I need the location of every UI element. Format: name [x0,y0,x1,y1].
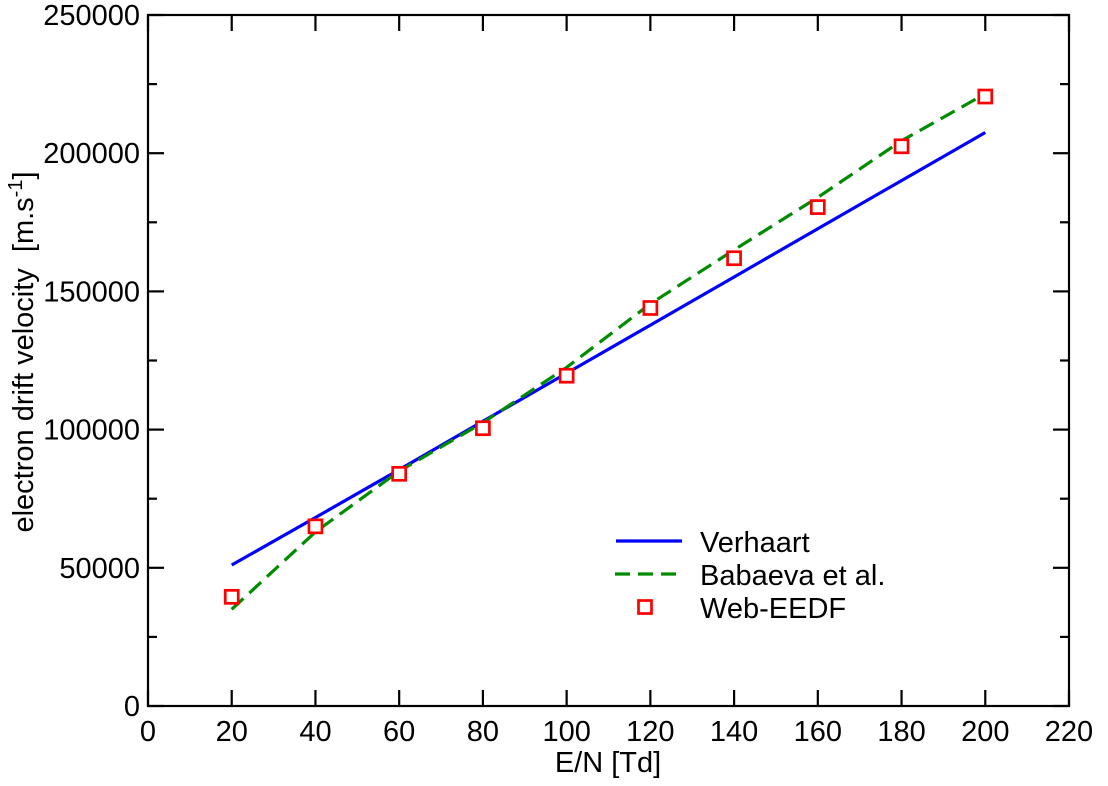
legend-label-web-eedf: Web-EEDF [700,593,846,625]
y-axis-title: electron drift velocity [m.s-1] [5,171,40,532]
data-point-marker [558,367,575,384]
x-tick-label: 40 [299,716,331,748]
x-tick-label: 180 [877,716,925,748]
y-axis-title-superscript: -1 [5,180,27,198]
series-line-verhaart [230,131,987,567]
data-point-marker [977,88,994,105]
y-axis-title-suffix: ] [8,171,40,179]
data-point-marker [223,588,240,605]
data-point-marker [475,420,491,437]
plot-frame [146,13,1071,708]
x-axis-title: E/N [Td] [555,747,661,779]
x-tick-label: 120 [626,716,674,748]
x-tick-label: 0 [140,716,156,748]
legend: Verhaart Babaeva et al. Web-EEDF [615,527,885,625]
x-tick-label: 140 [710,716,758,748]
legend-item-web-eedf: Web-EEDF [637,593,846,625]
data-point-marker [307,518,324,535]
legend-label-babaeva: Babaeva et al. [700,560,885,592]
x-tick-label: 60 [383,716,415,748]
x-tick-label: 220 [1045,716,1093,748]
y-tick-label: 250000 [43,0,140,32]
y-tick-label: 50000 [59,553,140,585]
x-tick-label: 20 [216,716,248,748]
legend-item-babaeva: Babaeva et al. [615,560,885,592]
legend-label-verhaart: Verhaart [700,527,810,559]
legend-item-verhaart: Verhaart [616,527,810,559]
y-tick-label: 200000 [43,138,140,170]
x-tick-label: 200 [961,716,1009,748]
y-tick-label: 100000 [43,415,140,447]
y-axis-title-text: electron drift velocity [m.s [8,197,40,532]
data-point-marker [726,250,742,267]
data-point-marker [642,300,659,316]
legend-marker-sample-web-eedf [637,599,653,615]
data-point-marker [893,138,910,155]
y-tick-label: 150000 [43,276,140,308]
series-line-babaeva-et-al- [230,92,987,611]
plot-area: 0 20 40 60 80 100 120 140 160 180 200 220 0 50000 1000… [43,0,1093,748]
x-tick-label: 160 [794,716,842,748]
x-tick-label: 80 [467,716,499,748]
x-tick-label: 100 [542,716,590,748]
data-point-marker [809,199,826,215]
y-tick-label: 0 [124,691,140,723]
data-point-marker [391,465,408,482]
